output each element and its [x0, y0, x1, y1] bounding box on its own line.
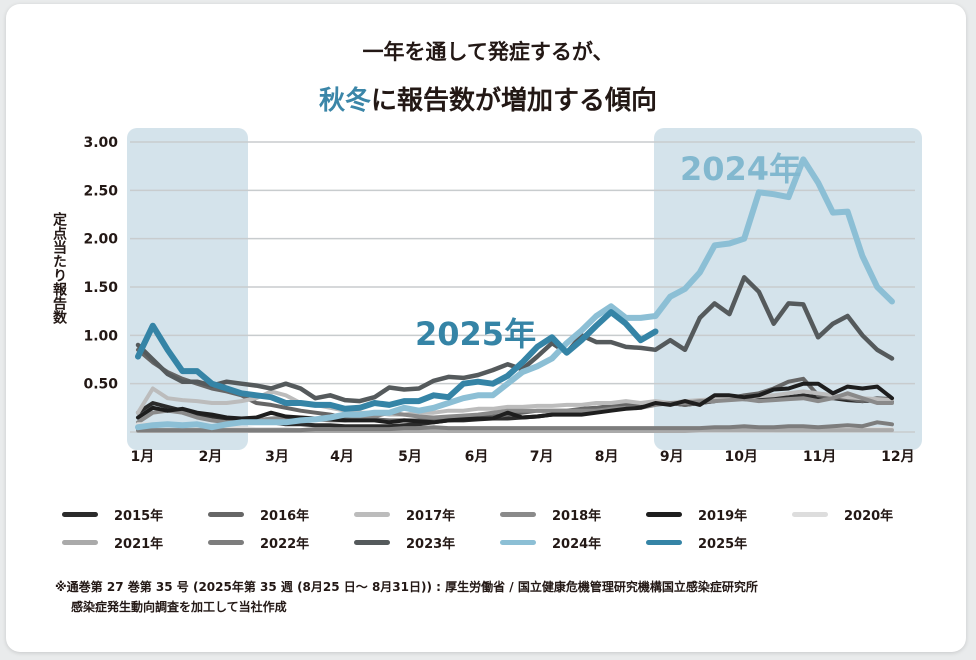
legend-label: 2019年	[698, 508, 748, 524]
footnote-line2: 感染症発生動向調査を加工して当社作成	[71, 600, 287, 614]
y-tick-label: 1.50	[83, 280, 118, 296]
legend-swatch	[646, 539, 682, 545]
legend-item-2016: 2016年	[208, 505, 354, 524]
legend-label: 2024年	[552, 536, 602, 552]
y-tick-label: 0.50	[83, 377, 118, 393]
legend-swatch	[208, 539, 244, 545]
legend-swatch	[792, 511, 828, 517]
series-line-2019	[136, 381, 894, 425]
legend-label: 2022年	[260, 536, 310, 552]
legend-label: 2023年	[406, 536, 456, 552]
legend-label: 2016年	[260, 508, 310, 524]
legend-swatch	[62, 511, 98, 517]
x-tick-label: 6月	[465, 449, 489, 465]
legend-item-2020: 2020年	[792, 505, 938, 524]
legend-item-2022: 2022年	[208, 533, 354, 552]
footnote: ※通巻第 27 巻第 35 号 (2025年第 35 週 (8月25 日～ 8月…	[55, 577, 758, 617]
legend-swatch	[500, 539, 536, 545]
series-line-2024	[135, 156, 895, 431]
annotation-2024: 2024年	[680, 150, 801, 188]
y-tick-label: 3.00	[83, 135, 118, 151]
footnote-line1: ※通巻第 27 巻第 35 号 (2025年第 35 週 (8月25 日～ 8月…	[55, 580, 758, 594]
legend: 2015年 2016年 2017年 2018年 2019年 2020年 2021年 2022年…	[62, 505, 922, 552]
title-accent: 秋冬	[318, 86, 371, 116]
x-tick-label: 12月	[881, 449, 914, 465]
x-tick-label: 4月	[330, 449, 354, 465]
legend-swatch	[62, 539, 98, 545]
legend-label: 2025年	[698, 536, 748, 552]
legend-item-2021: 2021年	[62, 533, 208, 552]
series-line-2025	[135, 309, 659, 412]
x-tick-label: 10月	[724, 449, 757, 465]
legend-label: 2017年	[406, 508, 456, 524]
x-tick-label: 11月	[803, 449, 836, 465]
x-tick-label: 1月	[131, 449, 155, 465]
annotation-2025: 2025年	[415, 315, 536, 353]
x-tick-label: 8月	[595, 449, 619, 465]
legend-swatch	[500, 511, 536, 517]
y-tick-label: 2.50	[83, 183, 118, 199]
legend-item-2019: 2019年	[646, 505, 792, 524]
legend-item-2023: 2023年	[354, 533, 500, 552]
legend-item-2025: 2025年	[646, 533, 792, 552]
legend-item-2015: 2015年	[62, 505, 208, 524]
y-axis-label: 定点当たり報告数	[51, 212, 67, 324]
x-tick-label: 3月	[265, 449, 289, 465]
chart-title-line1: 一年を通して発症するが、	[362, 40, 614, 64]
legend-item-2024: 2024年	[500, 533, 646, 552]
series-line-2022	[136, 420, 894, 433]
legend-swatch	[354, 511, 390, 517]
chart-title-line2: 秋冬に報告数が増加する傾向	[0, 80, 976, 117]
x-tick-label: 2月	[199, 449, 223, 465]
legend-label: 2020年	[844, 508, 894, 524]
shaded-period-winter	[127, 128, 248, 450]
x-tick-label: 9月	[660, 449, 684, 465]
title-rest: に報告数が増加する傾向	[371, 86, 658, 116]
legend-label: 2021年	[114, 536, 164, 552]
legend-label: 2015年	[114, 508, 164, 524]
x-tick-label: 7月	[530, 449, 554, 465]
legend-swatch	[208, 511, 244, 517]
legend-item-2018: 2018年	[500, 505, 646, 524]
legend-item-2017: 2017年	[354, 505, 500, 524]
y-tick-label: 2.00	[83, 232, 118, 248]
shaded-period-autumn-winter	[654, 128, 922, 450]
legend-label: 2018年	[552, 508, 602, 524]
y-tick-label: 1.00	[83, 328, 118, 344]
legend-swatch	[646, 511, 682, 517]
x-tick-label: 5月	[398, 449, 422, 465]
legend-swatch	[354, 539, 390, 545]
